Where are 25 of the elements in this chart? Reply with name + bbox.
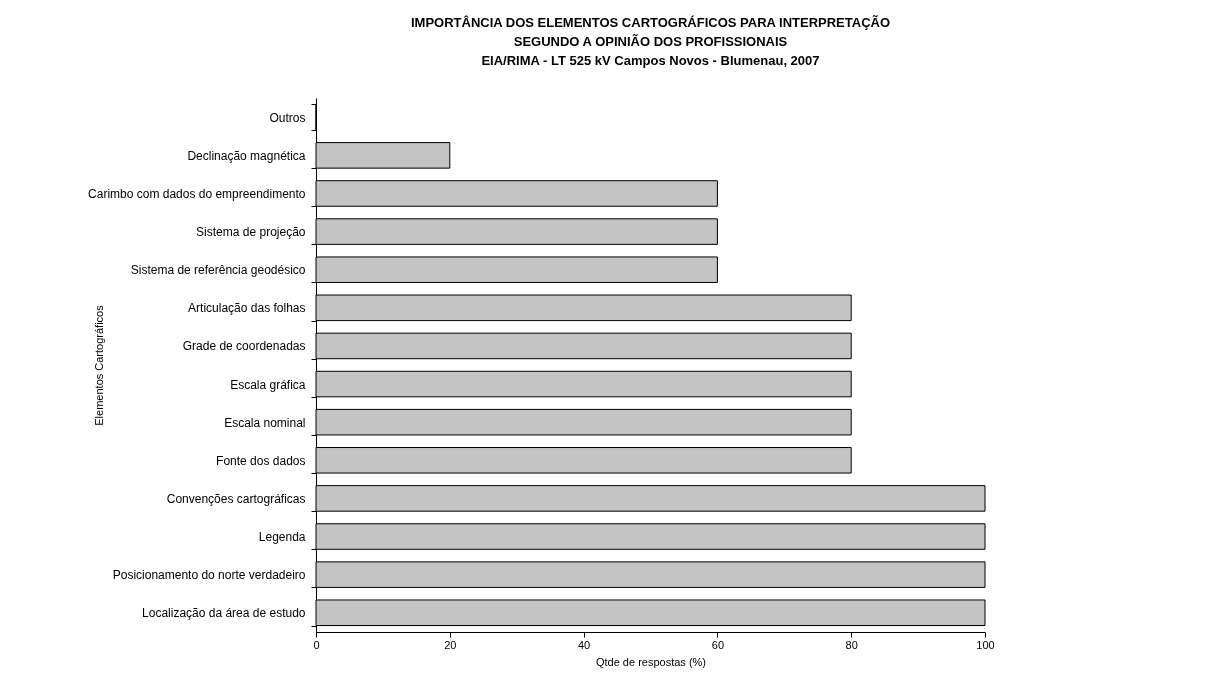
text: EIA/RIMA - LT 525 kV Campos Novos - Blumenau, 2007 — [481, 53, 820, 68]
text: IMPORTÂNCIA DOS ELEMENTOS CARTOGRÁFICOS PARA INTERPRETAÇÃO — [410, 15, 891, 30]
y-tick-label: Escala nominal — [224, 415, 306, 430]
y-tick-label: Outros — [269, 110, 306, 125]
x-tick-label: 100 — [976, 638, 995, 651]
x-axis-title: Qtde de respostas (%) — [595, 655, 707, 668]
y-tick-label: Grade de coordenadas — [182, 339, 306, 354]
y-tick-label: Escala gráfica — [230, 377, 306, 392]
y-tick-label: Fonte dos dados — [216, 453, 306, 468]
y-tick-label: Articulação das folhas — [188, 301, 306, 316]
y-tick-label: Sistema de referência geodésico — [130, 263, 306, 278]
y-axis-title: Elementos Cartográficos — [92, 304, 105, 426]
y-tick-label: Localização da área de estudo — [142, 606, 306, 621]
y-tick-label: Posicionamento do norte verdadeiro — [112, 568, 306, 583]
x-tick-label: 40 — [577, 638, 591, 651]
y-tick-label: Convenções cartográficas — [166, 491, 306, 506]
y-tick-label: Legenda — [258, 530, 306, 545]
x-tick-label: 80 — [845, 638, 858, 651]
y-tick-label: Declinação magnética — [187, 148, 306, 163]
y-tick-label: Carimbo com dados do empreendimento — [88, 186, 306, 201]
x-tick-label: 0 — [313, 638, 320, 651]
x-tick-label: 60 — [711, 638, 725, 651]
x-tick-label: 20 — [444, 638, 457, 651]
y-tick-label: Sistema de projeção — [196, 225, 306, 240]
text: SEGUNDO A OPINIÃO DOS PROFISSIONAIS — [513, 34, 788, 49]
